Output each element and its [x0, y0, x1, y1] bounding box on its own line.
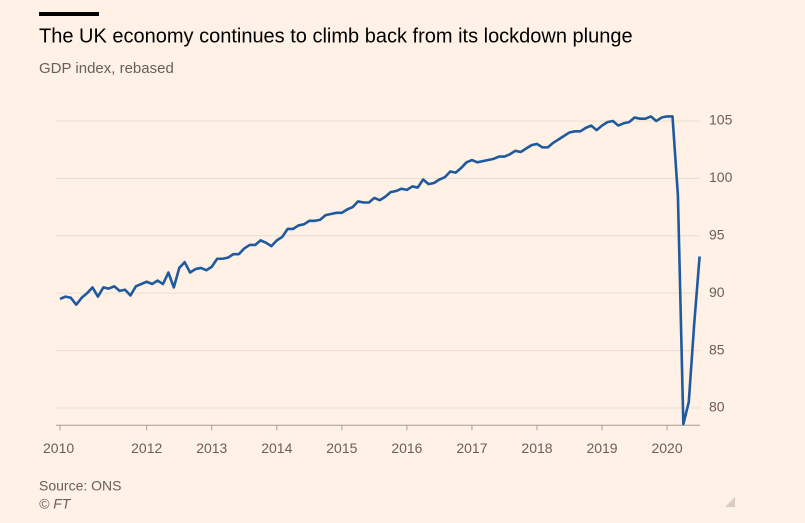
y-tick-label: 105: [709, 112, 733, 128]
line-series: [59, 115, 701, 426]
credit: © FT: [39, 496, 72, 512]
x-tick-label: 2012: [131, 440, 162, 456]
x-tick-label: 2010: [43, 440, 74, 456]
y-tick-label: 80: [709, 399, 725, 415]
x-tick-label: 2019: [586, 440, 617, 456]
chart-title: The UK economy continues to climb back f…: [39, 25, 633, 47]
x-tick-label: 2016: [391, 440, 422, 456]
x-tick-label: 2018: [521, 440, 552, 456]
x-tick-label: 2020: [651, 440, 682, 456]
x-tick-label: 2014: [261, 440, 292, 456]
y-tick-label: 95: [709, 226, 725, 242]
resize-grip: [725, 497, 735, 507]
x-tick-label: 2015: [326, 440, 357, 456]
x-tick-label: 2017: [456, 440, 487, 456]
y-tick-label: 90: [709, 284, 725, 300]
x-tick-label: 2013: [196, 440, 227, 456]
y-tick-label: 100: [709, 169, 733, 185]
brand-bar: [39, 12, 99, 16]
source: Source: ONS: [39, 478, 121, 494]
chart-subtitle: GDP index, rebased: [39, 60, 174, 77]
y-tick-label: 85: [709, 341, 725, 357]
